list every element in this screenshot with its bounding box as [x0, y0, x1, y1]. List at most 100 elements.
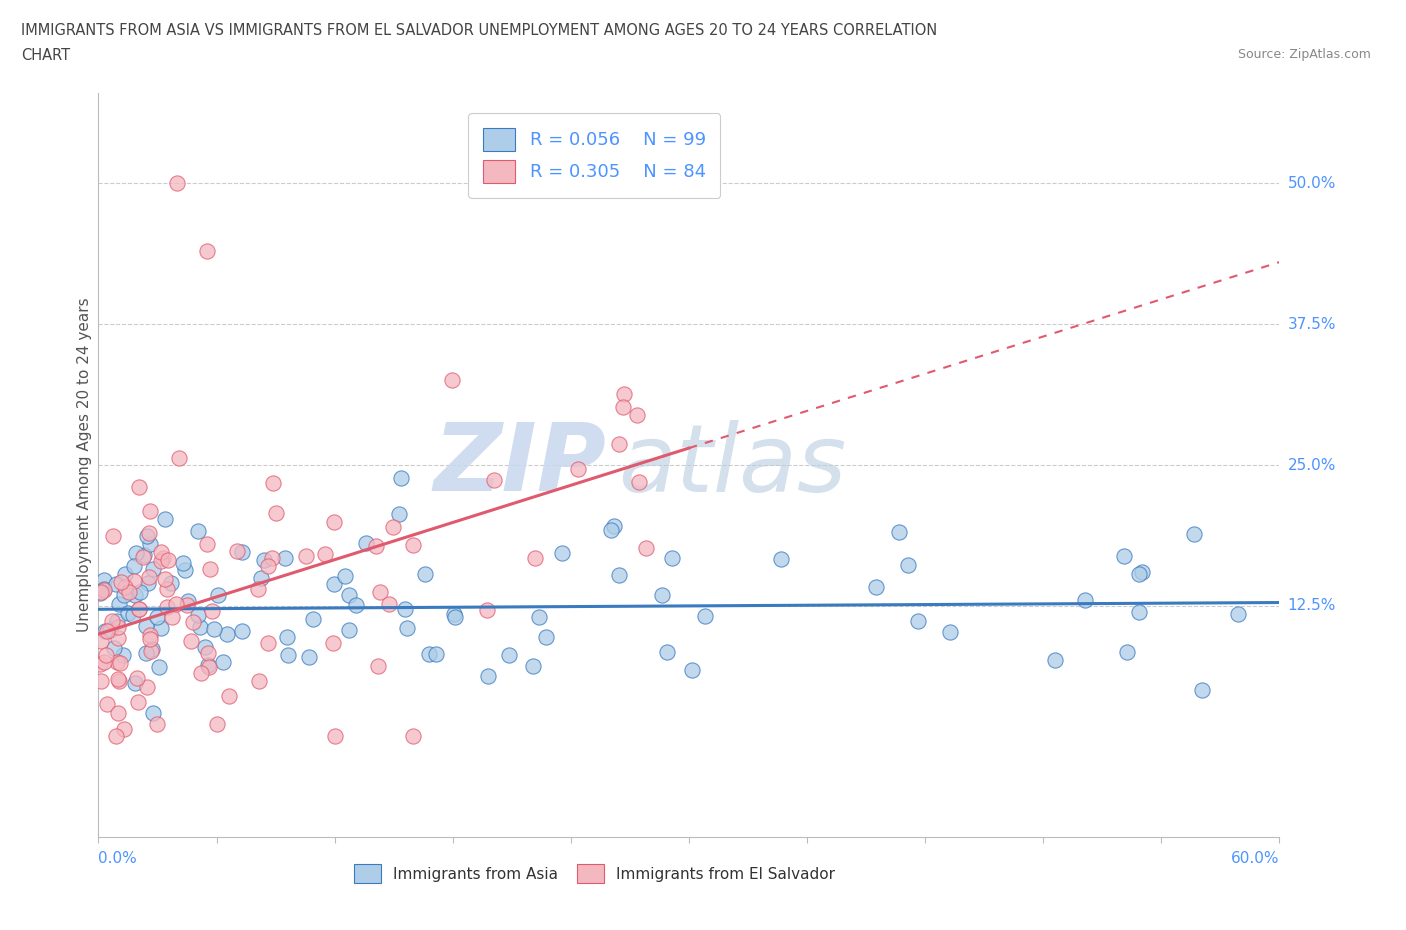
Point: [139, 631, 162, 646]
Point: [93, 573, 115, 588]
Point: [150, 544, 173, 559]
Point: [122, 574, 145, 589]
Point: [413, 566, 436, 581]
Point: [322, 635, 344, 650]
Point: [125, 546, 148, 561]
Point: [107, 674, 129, 689]
Point: [529, 610, 551, 625]
Point: [104, 728, 127, 743]
Point: [333, 568, 356, 583]
Text: 60.0%: 60.0%: [1232, 851, 1279, 866]
Point: [90, 674, 112, 689]
Point: [607, 436, 630, 451]
Point: [364, 538, 387, 553]
Point: [135, 618, 157, 633]
Point: [215, 626, 238, 641]
Text: 37.5%: 37.5%: [1288, 316, 1336, 332]
Point: [167, 451, 190, 466]
Point: [661, 551, 683, 565]
Point: [198, 659, 221, 674]
Point: [114, 566, 136, 581]
Point: [105, 655, 128, 670]
Point: [477, 669, 499, 684]
Point: [153, 571, 176, 586]
Point: [295, 549, 318, 564]
Point: [247, 673, 270, 688]
Point: [156, 582, 179, 597]
Point: [110, 656, 132, 671]
Point: [389, 471, 412, 485]
Point: [354, 536, 377, 551]
Point: [107, 631, 129, 645]
Point: [136, 679, 159, 694]
Point: [103, 641, 125, 656]
Point: [107, 706, 129, 721]
Point: [889, 525, 911, 540]
Point: [159, 576, 181, 591]
Point: [382, 519, 405, 534]
Point: [132, 548, 155, 563]
Point: [135, 645, 157, 660]
Point: [314, 546, 336, 561]
Point: [613, 386, 636, 401]
Point: [155, 512, 177, 526]
Point: [253, 552, 276, 567]
Point: [132, 549, 155, 564]
Point: [157, 552, 180, 567]
Point: [207, 587, 229, 602]
Point: [90, 634, 112, 649]
Point: [142, 562, 165, 577]
Point: [276, 630, 298, 644]
Point: [101, 528, 124, 543]
Point: [107, 620, 129, 635]
Point: [198, 561, 221, 576]
Point: [124, 559, 146, 574]
Point: [128, 602, 150, 617]
Point: [567, 462, 589, 477]
Point: [129, 584, 152, 599]
Text: atlas: atlas: [619, 419, 846, 511]
Point: [156, 599, 179, 614]
Point: [1191, 683, 1213, 698]
Point: [117, 606, 139, 621]
Point: [117, 585, 139, 600]
Point: [112, 587, 135, 602]
Text: ZIP: ZIP: [433, 419, 606, 511]
Point: [174, 563, 197, 578]
Point: [165, 597, 187, 612]
Point: [107, 671, 129, 686]
Point: [127, 695, 149, 710]
Point: [148, 660, 170, 675]
Point: [395, 620, 418, 635]
Point: [188, 619, 211, 634]
Point: [626, 407, 648, 422]
Point: [1130, 565, 1153, 579]
Point: [600, 523, 623, 538]
Point: [181, 615, 204, 630]
Point: [93, 582, 115, 597]
Point: [1226, 607, 1249, 622]
Point: [98, 622, 121, 637]
Point: [197, 658, 219, 673]
Point: [246, 581, 269, 596]
Point: [187, 607, 209, 622]
Point: [146, 609, 169, 624]
Point: [89, 586, 111, 601]
Point: [498, 647, 520, 662]
Text: 25.0%: 25.0%: [1288, 458, 1336, 472]
Text: CHART: CHART: [21, 48, 70, 63]
Text: IMMIGRANTS FROM ASIA VS IMMIGRANTS FROM EL SALVADOR UNEMPLOYMENT AMONG AGES 20 T: IMMIGRANTS FROM ASIA VS IMMIGRANTS FROM …: [21, 23, 938, 38]
Point: [250, 570, 273, 585]
Point: [257, 559, 280, 574]
Point: [166, 176, 188, 191]
Point: [212, 655, 235, 670]
Point: [1128, 605, 1150, 620]
Point: [1114, 549, 1136, 564]
Point: [370, 584, 392, 599]
Point: [176, 597, 198, 612]
Point: [865, 579, 887, 594]
Point: [551, 546, 574, 561]
Point: [218, 689, 240, 704]
Point: [475, 603, 498, 618]
Point: [444, 609, 467, 624]
